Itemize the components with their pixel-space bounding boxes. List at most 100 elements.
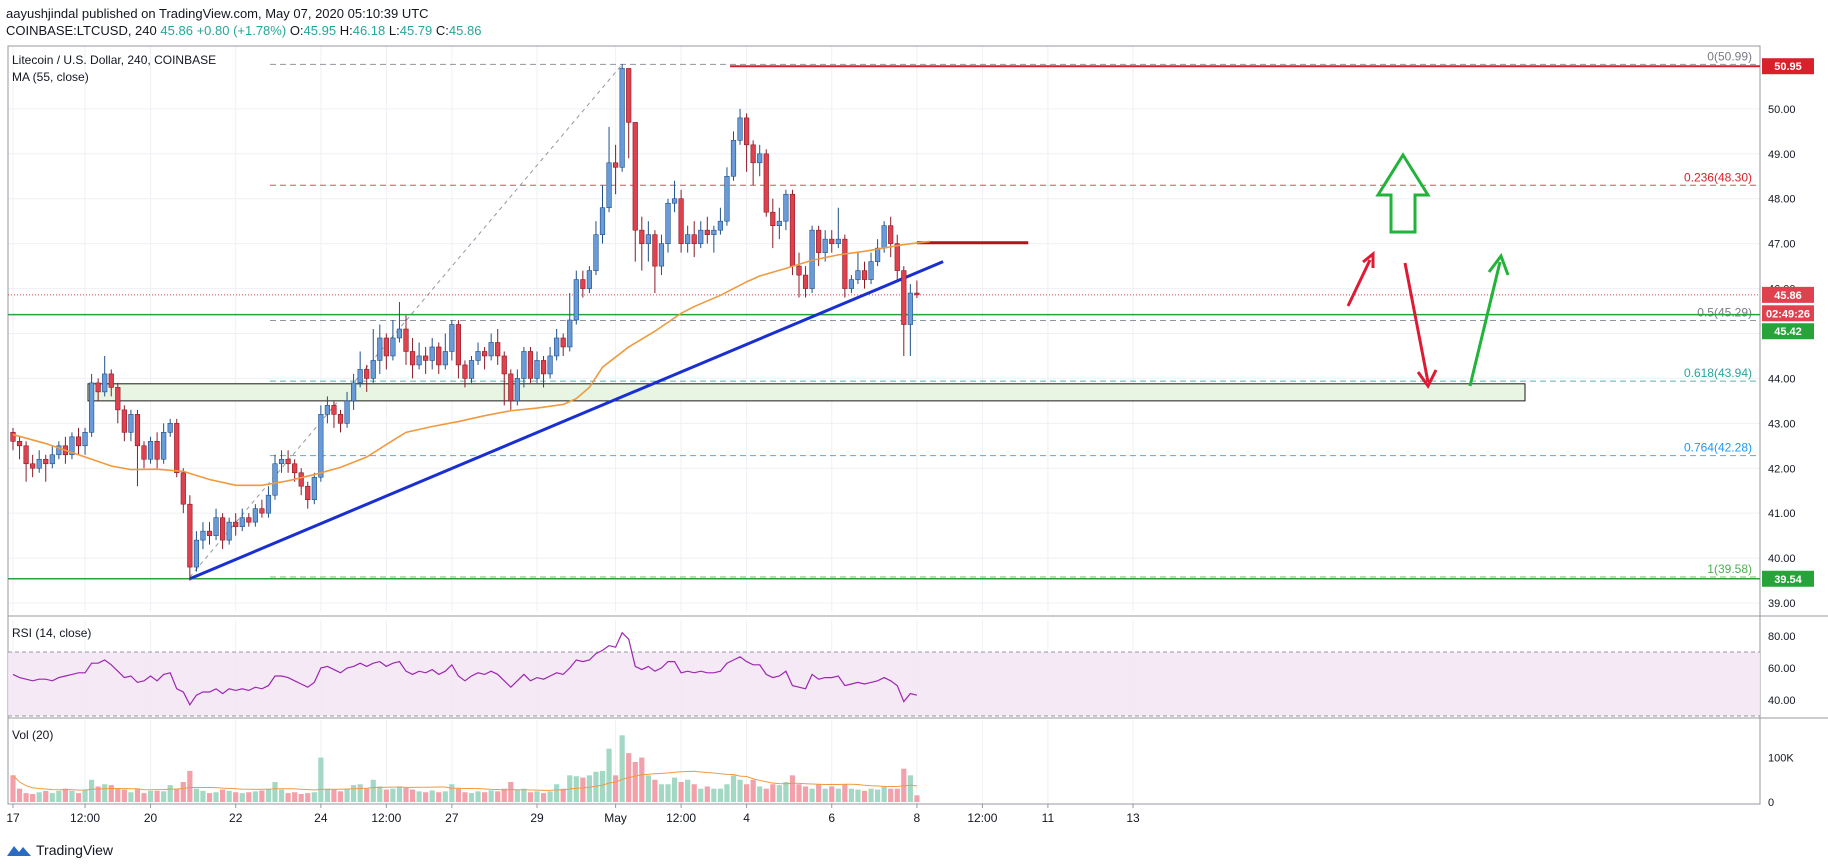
candle-down	[508, 373, 514, 402]
volume-bar	[305, 793, 311, 802]
red-up-arrow-head	[1362, 250, 1375, 268]
candle-down	[763, 153, 769, 213]
price-tag-bg	[1762, 58, 1814, 75]
candle-down	[540, 360, 547, 375]
chart-title: Litecoin / U.S. Dollar, 240, COINBASE	[12, 53, 216, 67]
candle-up	[390, 337, 396, 357]
publish-line: aayushjindal published on TradingView.co…	[6, 6, 429, 21]
red-down-arrow-line	[1403, 262, 1430, 383]
volume-bar	[383, 789, 389, 802]
volume-bar	[875, 789, 881, 802]
volume-bar	[396, 786, 403, 802]
candle-down	[704, 229, 710, 235]
volume-bar	[770, 784, 776, 802]
candle-down	[364, 369, 370, 379]
volume-bar	[658, 784, 665, 802]
candle-up	[102, 373, 108, 393]
rsi-tick-label: 60.00	[1768, 663, 1796, 675]
volume-bar	[239, 793, 245, 802]
symbol-label: COINBASE:LTCUSD, 240	[6, 23, 157, 38]
candle-up	[416, 355, 422, 366]
volume-bar	[416, 791, 422, 802]
volume-bar	[49, 793, 55, 802]
volume-bar	[265, 788, 272, 802]
rsi-title: RSI (14, close)	[12, 626, 91, 640]
high-label: H:	[339, 23, 353, 38]
volume-bar	[488, 790, 494, 802]
volume-bar	[711, 788, 717, 802]
publisher-name[interactable]: aayushjindal	[6, 6, 79, 21]
fib-levels: 0(50.99) 0.236(48.30) 0.5(45.29) 0.618(43.9…	[189, 49, 1760, 578]
candle-up	[599, 207, 606, 235]
volume-bar	[717, 788, 723, 802]
volume-bar	[521, 788, 527, 802]
candle-down	[829, 238, 835, 244]
candle-up	[783, 193, 789, 222]
volume-bar	[62, 788, 68, 802]
time-tick-label: 20	[144, 811, 158, 825]
volume-bar	[180, 782, 186, 802]
volume-bar	[547, 791, 553, 802]
candle-up	[429, 346, 435, 361]
candle-down	[861, 270, 868, 280]
volume-bar	[737, 779, 743, 802]
candle-up	[442, 351, 448, 366]
volume-bar	[809, 788, 815, 802]
price-tick-label: 49.00	[1768, 149, 1796, 161]
volume-bar	[671, 777, 678, 802]
candle-down	[187, 503, 193, 568]
candle-up	[822, 238, 828, 253]
volume-bar	[685, 779, 691, 802]
candle-down	[16, 441, 23, 447]
candle-up	[128, 414, 134, 433]
candle-down	[743, 117, 750, 146]
candle-up	[567, 319, 573, 348]
candle-up	[868, 261, 874, 280]
candle-up	[776, 220, 782, 226]
candle-down	[180, 472, 186, 505]
candle-up	[554, 337, 560, 357]
volume-bar	[154, 790, 160, 802]
volume-bar	[816, 784, 822, 802]
volume-bar	[82, 789, 88, 802]
candle-down	[108, 373, 114, 388]
candle-down	[331, 405, 337, 415]
volume-bar	[462, 792, 468, 802]
volume-bar	[246, 792, 252, 802]
candle-up	[475, 351, 481, 361]
candle-down	[632, 122, 638, 231]
volume-bar	[468, 793, 475, 802]
candle-down	[750, 144, 756, 164]
volume-bar	[423, 792, 429, 802]
candle-down	[796, 265, 802, 276]
candle-down	[154, 441, 160, 460]
volume-bar	[698, 788, 704, 802]
price-tag-bg	[1762, 305, 1814, 322]
open-value: 45.95	[303, 23, 337, 38]
volume-bar	[829, 786, 835, 802]
candle-up	[147, 441, 154, 460]
volume-bar	[102, 784, 108, 802]
indicators	[8, 240, 1760, 802]
candle-up	[737, 117, 743, 141]
volume-tick-label: 100K	[1768, 753, 1794, 765]
tradingview-footer[interactable]: TradingView	[6, 842, 113, 858]
volume-bar	[187, 770, 193, 802]
volume-bar	[914, 795, 920, 802]
candle-down	[423, 355, 429, 361]
rsi-tick-label: 80.00	[1768, 631, 1796, 643]
price-tag-label: 45.42	[1774, 326, 1802, 338]
volume-bar	[554, 784, 560, 802]
volume-bar	[599, 770, 606, 802]
candle-up	[69, 436, 75, 456]
time-tick-label: 8	[914, 811, 921, 825]
candle-up	[717, 220, 723, 231]
volume-bar	[573, 776, 579, 802]
volume-bar	[147, 790, 154, 802]
candle-up	[593, 234, 599, 271]
published-text: published on TradingView.com, May 07, 20…	[81, 6, 429, 21]
volume-bar	[331, 789, 337, 802]
candle-down	[305, 485, 311, 500]
volume-bar	[226, 790, 232, 802]
